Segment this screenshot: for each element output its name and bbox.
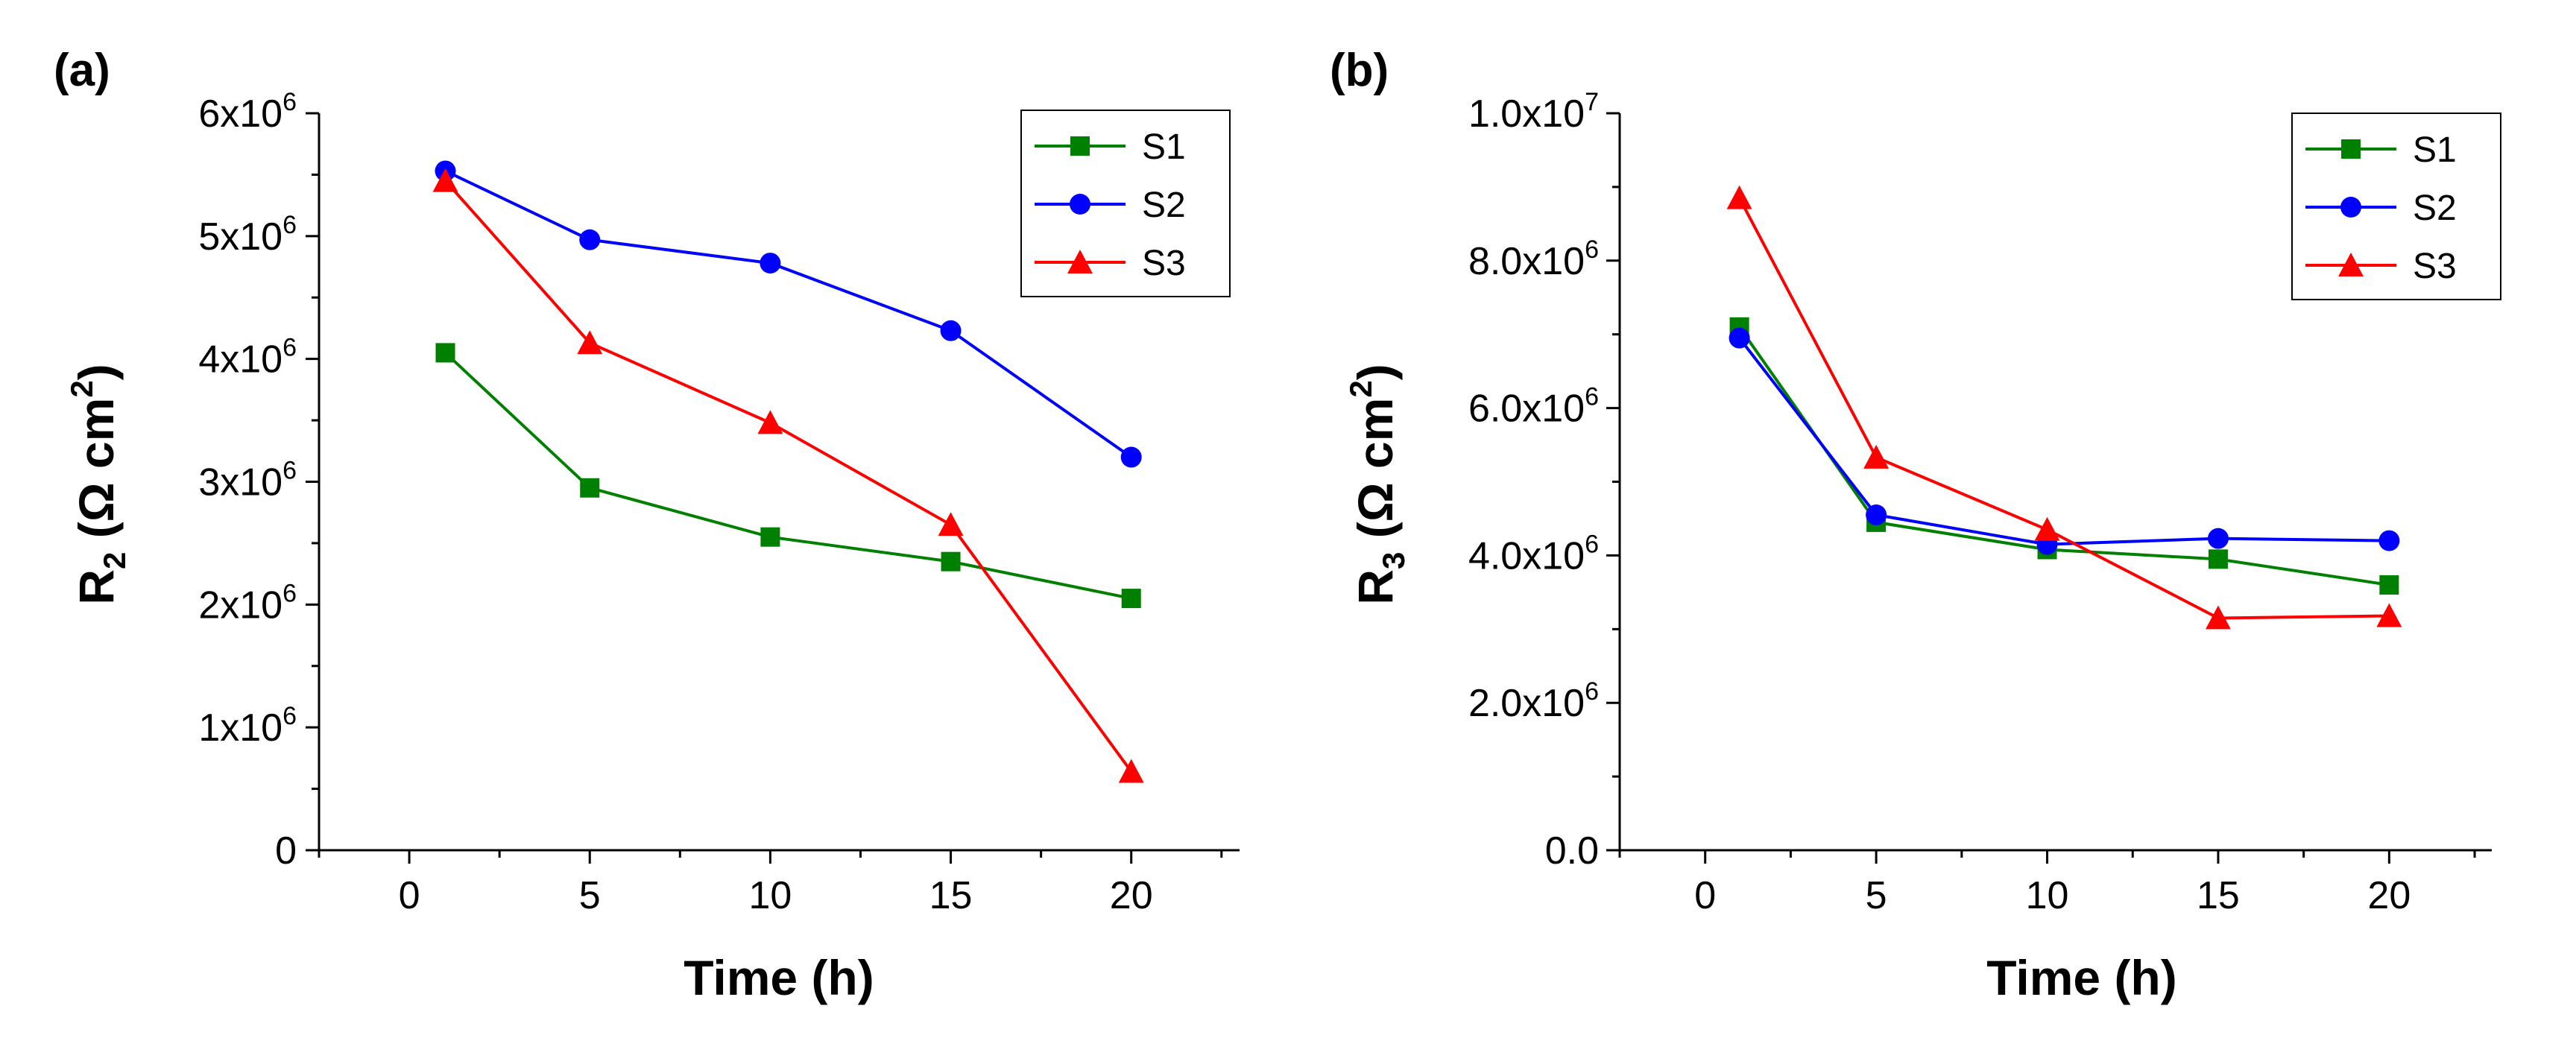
- series-line-s1: [444, 351, 1132, 601]
- legend: S1 S2 S3: [2291, 113, 2501, 300]
- x-axis-title: Time (h): [684, 950, 874, 1005]
- y-tick-label: 1.0x107: [1468, 88, 1599, 136]
- data-point-s2: [1729, 327, 1750, 349]
- legend-label-s3: S3: [1142, 244, 1186, 283]
- legend: S1 S2 S3: [1020, 110, 1231, 297]
- series-line-s1: [1737, 326, 2390, 586]
- data-point-s3: [1726, 185, 1752, 209]
- panel-label: (a): [54, 45, 110, 96]
- data-point-s2: [1866, 504, 1887, 526]
- data-point-s2: [2207, 528, 2229, 549]
- legend-label-s1: S1: [1142, 127, 1186, 167]
- data-point-s2: [760, 253, 781, 274]
- y-tick-label: 1x106: [198, 702, 297, 750]
- data-point-s1: [2379, 575, 2399, 595]
- panel-label: (b): [1330, 45, 1389, 96]
- y-tick-label: 5x106: [198, 211, 297, 259]
- data-point-s3: [1863, 444, 1890, 469]
- data-point-s3: [1118, 759, 1144, 783]
- legend-label-s3: S3: [2413, 247, 2457, 286]
- data-point-s3: [2205, 605, 2231, 630]
- y-tick-label: 0.0: [1545, 829, 1599, 873]
- x-tick-label: 5: [579, 874, 601, 917]
- x-tick-label: 10: [2026, 874, 2069, 917]
- data-point-s2: [1120, 446, 1142, 468]
- data-point-s3: [2376, 603, 2402, 627]
- legend-label-s2: S2: [1142, 186, 1186, 225]
- y-tick-label: 4.0x106: [1468, 530, 1599, 577]
- data-point-s3: [577, 330, 603, 355]
- y-tick-label: 2x106: [198, 579, 297, 627]
- x-tick-label: 20: [2367, 874, 2411, 917]
- y-axis-title: R2 (Ω cm2): [64, 364, 132, 604]
- x-tick-label: 15: [929, 874, 973, 917]
- x-tick-label: 20: [1110, 874, 1153, 917]
- data-point-s3: [432, 168, 458, 192]
- data-point-s3: [757, 410, 783, 434]
- data-point-s1: [435, 343, 455, 363]
- y-tick-label: 6x106: [198, 88, 297, 136]
- y-tick-label: 3x106: [198, 457, 297, 504]
- data-point-s1: [1121, 589, 1141, 609]
- data-point-s1: [941, 551, 961, 572]
- legend-marker-s2: [2340, 197, 2361, 218]
- data-point-s3: [938, 512, 964, 537]
- x-tick-label: 15: [2197, 874, 2240, 917]
- chart-panel-b: (b) 0 5 10 15 20 0.0 2.0x106 4.0x106 6.0x106 8.0x1…: [1330, 45, 2501, 1005]
- data-point-s1: [580, 478, 600, 498]
- legend-marker-s1: [2341, 139, 2361, 159]
- y-axis-title: R3 (Ω cm2): [1343, 364, 1411, 604]
- y-tick-label: 8.0x106: [1468, 235, 1599, 283]
- series-line-s2: [1738, 337, 2390, 546]
- y-tick-label: 0: [275, 829, 297, 873]
- legend-label-s2: S2: [2413, 189, 2457, 228]
- legend-label-s1: S1: [2413, 130, 2457, 170]
- y-tick-label: 6.0x106: [1468, 383, 1599, 431]
- legend-marker-s1: [1070, 136, 1090, 156]
- legend-marker-s2: [1070, 194, 1090, 215]
- data-point-s2: [579, 229, 601, 250]
- data-point-s1: [760, 527, 780, 547]
- x-tick-label: 10: [748, 874, 792, 917]
- x-tick-label: 5: [1866, 874, 1887, 917]
- x-tick-label: 0: [1694, 874, 1716, 917]
- y-tick-label: 4x106: [198, 334, 297, 382]
- data-point-s2: [2378, 530, 2400, 551]
- legend-marker-s3: [2338, 253, 2364, 276]
- chart-panel-a: (a) 0 5 10 15 20 0 1x106 2x106 3x106 4x106 5x106 6x1…: [54, 45, 1240, 1005]
- y-tick-label: 2.0x106: [1468, 677, 1599, 725]
- data-point-s3: [2034, 516, 2060, 541]
- legend-marker-s3: [1067, 250, 1093, 273]
- x-tick-label: 0: [399, 874, 420, 917]
- x-axis-title: Time (h): [1986, 950, 2176, 1005]
- data-point-s1: [2208, 549, 2228, 569]
- data-point-s2: [940, 320, 962, 341]
